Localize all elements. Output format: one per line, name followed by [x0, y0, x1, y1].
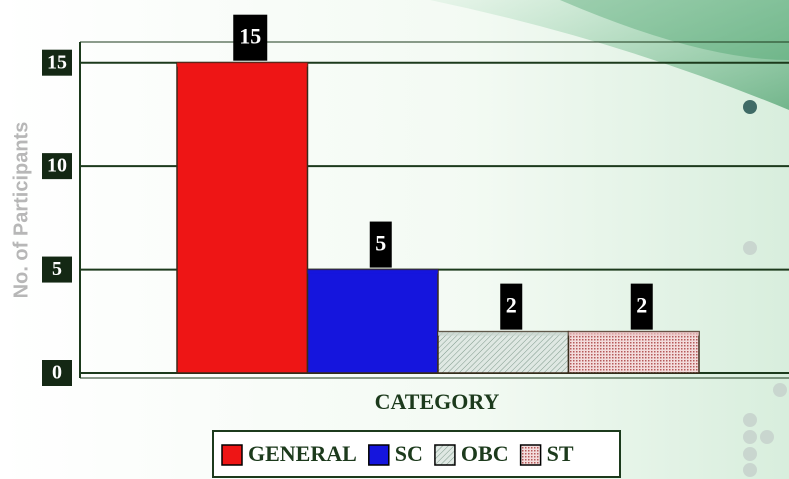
y-tick-label: 15 — [47, 51, 67, 73]
bar — [176, 61, 309, 374]
decoration-dots — [743, 100, 787, 477]
decoration — [560, 0, 789, 60]
y-tick-box — [42, 153, 72, 180]
bar-top — [568, 331, 699, 336]
bar-top — [438, 331, 569, 336]
bar — [567, 330, 700, 374]
legend — [212, 430, 621, 478]
legend-label: GENERAL — [248, 441, 357, 466]
x-axis-label: CATEGORY — [375, 389, 500, 414]
data-label-box — [630, 283, 653, 330]
y-tick-label: 10 — [47, 155, 67, 177]
bar-top — [177, 62, 308, 67]
legend-swatch — [519, 444, 542, 466]
legend-label: OBC — [461, 441, 509, 466]
legend-swatch — [368, 444, 390, 466]
y-tick-label: 0 — [52, 362, 62, 384]
y-tick-box — [42, 360, 72, 386]
y-axis-label: No. of Participants — [10, 122, 32, 299]
data-label: 2 — [636, 293, 647, 318]
y-tick-box — [42, 256, 72, 283]
data-label: 15 — [239, 24, 261, 49]
legend-swatch — [434, 444, 456, 466]
y-tick-box — [42, 49, 72, 76]
y-tick-label: 5 — [52, 258, 62, 280]
bar — [306, 268, 439, 374]
data-label-box — [233, 14, 268, 61]
legend-label: SC — [395, 441, 423, 466]
legend-swatch — [221, 444, 243, 466]
data-label: 2 — [506, 293, 517, 318]
bar — [437, 330, 570, 374]
data-label-box — [500, 283, 523, 330]
decoration — [430, 0, 789, 110]
data-label: 5 — [375, 231, 386, 256]
data-label-box — [369, 221, 392, 268]
bar-top — [307, 269, 438, 274]
legend-label: ST — [547, 441, 574, 466]
